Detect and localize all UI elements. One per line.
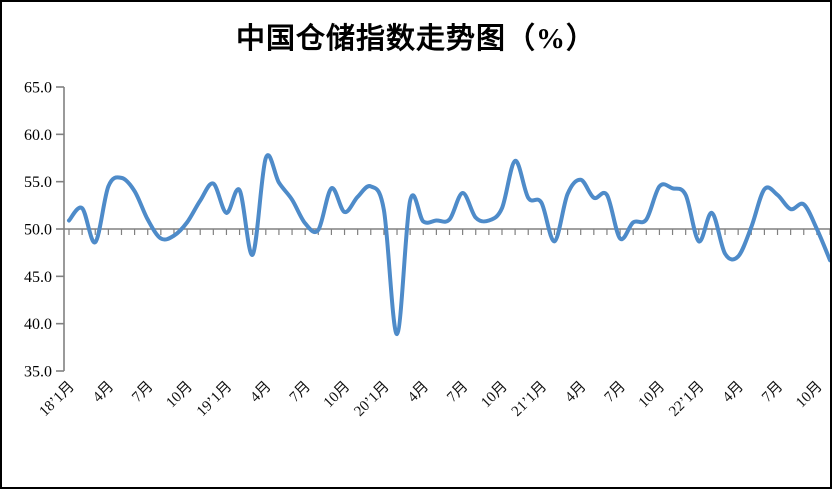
x-tick-label: 4月: [247, 379, 274, 406]
x-tick-label: 10月: [793, 379, 826, 412]
y-tick-label: 55.0: [24, 174, 52, 191]
x-tick-label: 4月: [90, 379, 117, 406]
chart-title: 中国仓储指数走势图（%）: [235, 23, 596, 55]
y-tick-label: 45.0: [24, 269, 52, 286]
x-tick-label: 21’1月: [509, 379, 550, 420]
x-tick-label: 20’1月: [351, 379, 392, 420]
x-tick-label: 10月: [321, 379, 354, 412]
warehousing-index-series-line: [67, 153, 830, 337]
x-tick-label: 4月: [405, 379, 432, 406]
x-tick-label: 7月: [129, 379, 156, 406]
x-tick-label: 7月: [287, 379, 314, 406]
x-tick-label: 10月: [163, 379, 196, 412]
y-tick-label: 60.0: [24, 127, 52, 144]
x-tick-label: 18’1月: [36, 379, 77, 420]
y-tick-label: 35.0: [24, 364, 52, 381]
x-tick-label: 4月: [562, 379, 589, 406]
x-tick-label: 7月: [602, 379, 629, 406]
x-tick-label: 10月: [636, 379, 669, 412]
x-tick-label: 10月: [478, 379, 511, 412]
x-tick-label: 4月: [720, 379, 747, 406]
x-tick-label: 22’1月: [666, 379, 707, 420]
x-tick-label: 7月: [759, 379, 786, 406]
x-tick-label: 7月: [444, 379, 471, 406]
y-tick-label: 50.0: [24, 222, 52, 239]
y-tick-label: 40.0: [24, 316, 52, 333]
y-tick-label: 65.0: [24, 80, 52, 97]
x-tick-label: 19’1月: [194, 379, 235, 420]
